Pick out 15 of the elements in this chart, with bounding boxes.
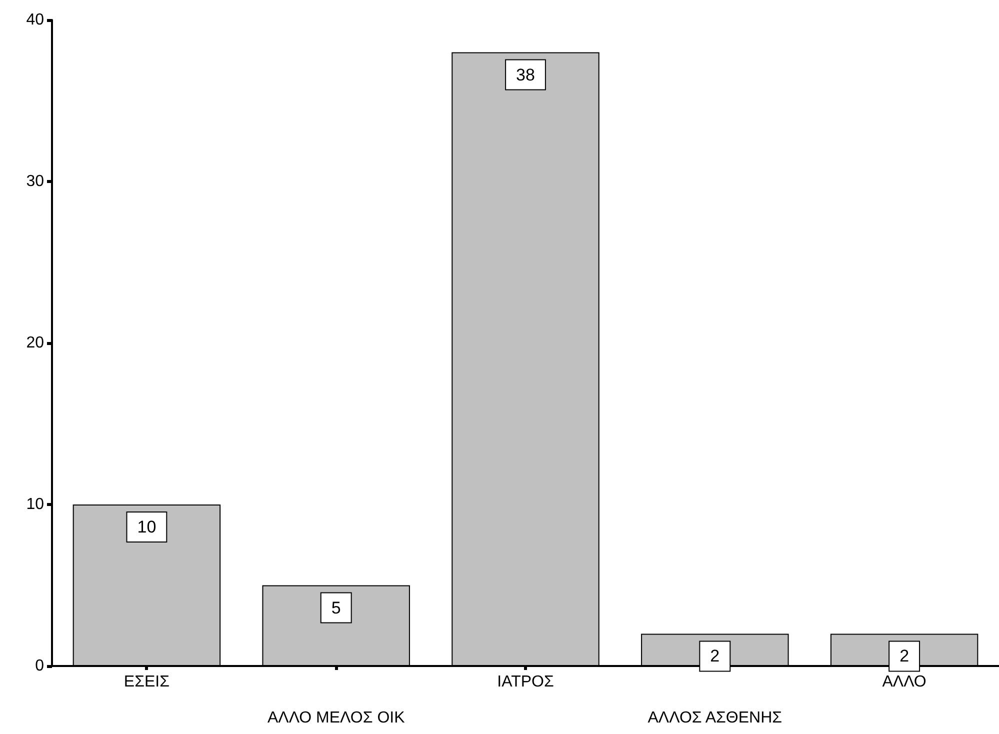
y-tick-label: 0 xyxy=(35,658,44,674)
y-tick-label: 20 xyxy=(26,334,44,352)
x-tick-label: ΕΣΕΙΣ xyxy=(124,674,170,690)
x-tick-label: ΑΛΛΟΣ ΑΣΘΕΝΗΣ xyxy=(648,710,782,726)
y-tick-label: 30 xyxy=(26,173,44,190)
data-label: 2 xyxy=(900,646,910,666)
data-label: 10 xyxy=(137,518,156,536)
data-label: 5 xyxy=(331,598,341,618)
y-tick-label: 10 xyxy=(26,496,44,513)
data-label: 38 xyxy=(516,65,535,84)
x-tick-label: ΑΛΛΟ xyxy=(882,674,926,690)
x-tick-label: ΑΛΛΟ ΜΕΛΟΣ ΟΙΚ xyxy=(267,710,406,726)
data-label: 2 xyxy=(710,646,720,666)
x-tick-label: ΙΑΤΡΟΣ xyxy=(497,674,554,690)
y-tick-label: 40 xyxy=(26,12,44,28)
